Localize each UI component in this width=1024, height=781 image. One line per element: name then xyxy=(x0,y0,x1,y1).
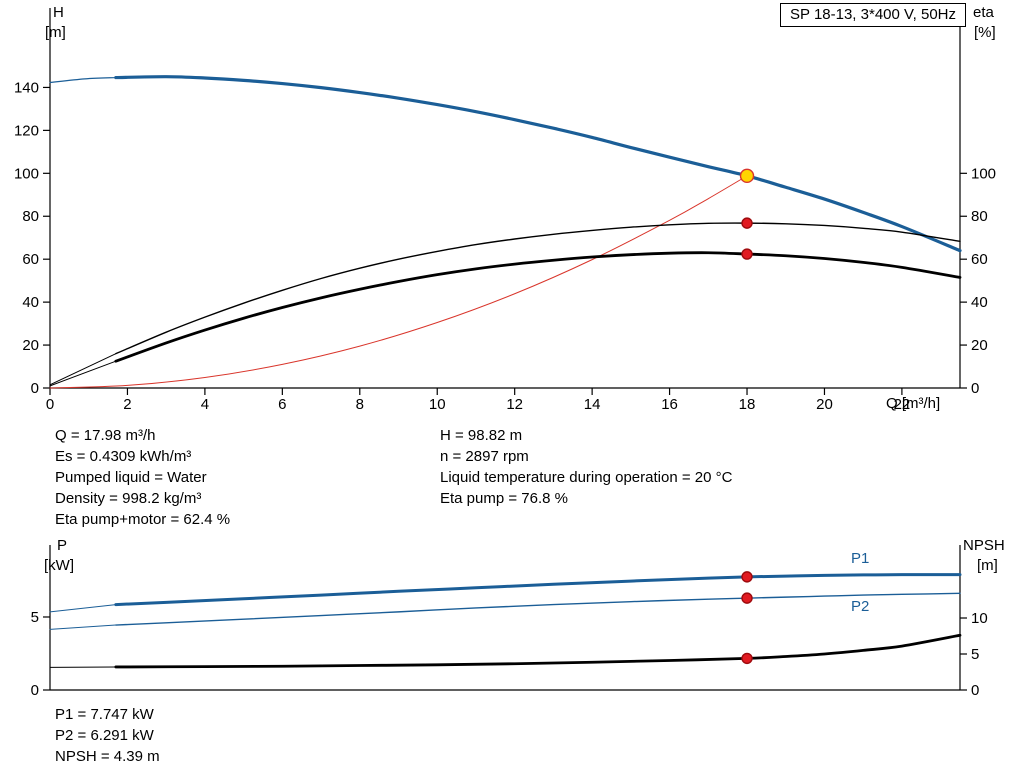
pump-title-box: SP 18-13, 3*400 V, 50Hz xyxy=(780,3,966,27)
left-tick-label: 20 xyxy=(22,337,39,354)
left-tick-label: 140 xyxy=(14,79,39,96)
head-curve-lead xyxy=(49,76,117,84)
p2-curve xyxy=(115,592,961,626)
x-tick-label: 0 xyxy=(46,396,54,413)
info-line-es: Es = 0.4309 kWh/m³ xyxy=(55,448,192,465)
info-line-density: Density = 998.2 kg/m³ xyxy=(55,490,202,507)
eta-pump-lead xyxy=(49,353,117,386)
result-line-npsh: NPSH = 4.39 m xyxy=(55,748,160,765)
right-tick-label: 60 xyxy=(971,251,988,268)
result-line-p1: P1 = 7.747 kW xyxy=(55,706,154,723)
x-tick-label: 6 xyxy=(278,396,286,413)
p2-point xyxy=(741,592,753,604)
system-curve xyxy=(49,175,748,389)
h-axis-unit: [m] xyxy=(45,24,66,41)
left-tick-label: 80 xyxy=(22,208,39,225)
q-axis-title: Q [m³/h] xyxy=(886,395,941,412)
results-block: P1 = 7.747 kW P2 = 6.291 kW NPSH = 4.39 … xyxy=(55,704,160,767)
p1-curve-label: P1 xyxy=(851,550,870,567)
p1-point xyxy=(741,571,753,583)
p-axis-unit: [kW] xyxy=(44,557,74,574)
duty-point xyxy=(739,168,755,184)
x-tick-label: 14 xyxy=(584,396,601,413)
left-tick-label: 40 xyxy=(22,294,39,311)
eta-pump-motor-point xyxy=(741,248,753,260)
left-tick-label: 120 xyxy=(14,122,39,139)
head-curve xyxy=(114,75,962,253)
info-line-liquid: Pumped liquid = Water xyxy=(55,469,207,486)
info-line-eta-pm: Eta pump+motor = 62.4 % xyxy=(55,511,231,528)
x-tick-label: 16 xyxy=(661,396,678,413)
right-tick-label: 0 xyxy=(971,682,979,699)
x-tick-label: 12 xyxy=(506,396,523,413)
eta-axis-unit: [%] xyxy=(974,24,996,41)
left-tick-label: 60 xyxy=(22,251,39,268)
x-tick-label: 4 xyxy=(201,396,209,413)
eta-pump-motor-curve xyxy=(114,251,962,363)
x-tick-label: 22 xyxy=(894,396,911,413)
p2-lead xyxy=(49,624,117,630)
p1-lead xyxy=(49,604,117,613)
result-line-p2: P2 = 6.291 kW xyxy=(55,727,154,744)
p-axis-title: P xyxy=(57,537,68,554)
p1-curve xyxy=(114,573,962,607)
h-axis-title: H xyxy=(53,4,64,21)
left-tick-label: 0 xyxy=(31,682,39,699)
x-tick-label: 10 xyxy=(429,396,446,413)
eta-axis-title: eta xyxy=(973,4,994,21)
npsh-axis-title: NPSH xyxy=(963,537,1005,554)
info-line-n: n = 2897 rpm xyxy=(440,448,529,465)
eta-pump-motor-lead xyxy=(49,360,117,387)
eta-pump-curve xyxy=(115,222,961,355)
left-tick-label: 100 xyxy=(14,165,39,182)
x-tick-label: 2 xyxy=(123,396,131,413)
operating-data-right-column: H = 98.82 m n = 2897 rpm Liquid temperat… xyxy=(440,425,732,509)
right-tick-label: 10 xyxy=(971,610,988,627)
npsh-point xyxy=(741,652,753,665)
p2-curve-label: P2 xyxy=(851,598,870,615)
eta-pump-point xyxy=(741,217,753,229)
npsh-axis-unit: [m] xyxy=(977,557,998,574)
right-tick-label: 0 xyxy=(971,380,979,397)
x-tick-label: 8 xyxy=(356,396,364,413)
info-line-q: Q = 17.98 m³/h xyxy=(55,427,156,444)
info-line-h: H = 98.82 m xyxy=(440,427,523,444)
right-tick-label: 100 xyxy=(971,165,996,182)
left-tick-label: 5 xyxy=(31,609,39,626)
x-tick-label: 20 xyxy=(816,396,833,413)
right-tick-label: 80 xyxy=(971,208,988,225)
operating-data-left-column: Q = 17.98 m³/h Es = 0.4309 kWh/m³ Pumped… xyxy=(55,425,230,530)
left-tick-label: 0 xyxy=(31,380,39,397)
npsh-curve xyxy=(114,633,962,669)
info-line-temp: Liquid temperature during operation = 20… xyxy=(440,469,733,486)
x-tick-label: 18 xyxy=(739,396,756,413)
right-tick-label: 5 xyxy=(971,646,979,663)
right-tick-label: 40 xyxy=(971,294,988,311)
info-line-eta-pump: Eta pump = 76.8 % xyxy=(440,490,568,507)
right-tick-label: 20 xyxy=(971,337,988,354)
